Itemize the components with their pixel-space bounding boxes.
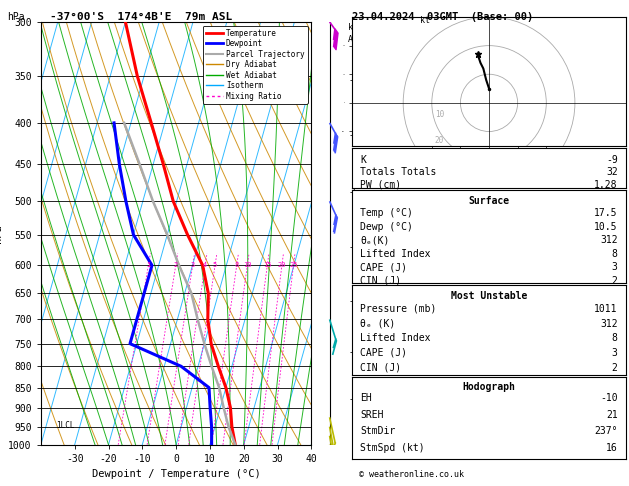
Text: 8: 8 [235, 262, 239, 268]
Text: Dewp (°C): Dewp (°C) [360, 222, 413, 232]
Text: CIN (J): CIN (J) [360, 276, 401, 286]
Text: θₑ (K): θₑ (K) [360, 318, 396, 329]
Text: hPa: hPa [8, 12, 25, 22]
Text: 1LCL: 1LCL [56, 421, 75, 431]
Text: 16: 16 [606, 443, 618, 453]
Text: Pressure (mb): Pressure (mb) [360, 304, 437, 314]
Text: Lifted Index: Lifted Index [360, 333, 431, 343]
Text: -8: -8 [348, 76, 358, 86]
Text: StmSpd (kt): StmSpd (kt) [360, 443, 425, 453]
Text: Temp (°C): Temp (°C) [360, 208, 413, 218]
Text: Totals Totals: Totals Totals [360, 167, 437, 177]
Text: ASL: ASL [348, 35, 363, 44]
Text: 3: 3 [612, 262, 618, 272]
Text: Hodograph: Hodograph [462, 382, 516, 392]
Text: 10.5: 10.5 [594, 222, 618, 232]
Text: 8: 8 [612, 249, 618, 259]
Text: 25: 25 [289, 262, 298, 268]
Text: -37°00'S  174°4B'E  79m ASL: -37°00'S 174°4B'E 79m ASL [50, 12, 233, 22]
Text: 4: 4 [203, 262, 208, 268]
Text: 17.5: 17.5 [594, 208, 618, 218]
Text: km: km [348, 23, 358, 32]
Text: Lifted Index: Lifted Index [360, 249, 431, 259]
Text: 20: 20 [277, 262, 286, 268]
Text: 21: 21 [606, 410, 618, 420]
Text: 1011: 1011 [594, 304, 618, 314]
Y-axis label: hPa: hPa [0, 224, 3, 243]
Text: SREH: SREH [360, 410, 384, 420]
Text: CAPE (J): CAPE (J) [360, 348, 408, 358]
Text: 312: 312 [600, 235, 618, 245]
Text: 3: 3 [612, 348, 618, 358]
Text: -7: -7 [348, 131, 358, 140]
Text: 20: 20 [435, 136, 444, 145]
Text: -5: -5 [348, 243, 358, 252]
Text: 2: 2 [612, 276, 618, 286]
Text: 2: 2 [612, 363, 618, 373]
Text: 5: 5 [213, 262, 217, 268]
Text: 10: 10 [435, 110, 444, 119]
Text: -10: -10 [600, 393, 618, 403]
Text: 32: 32 [606, 167, 618, 177]
Text: 1.28: 1.28 [594, 180, 618, 190]
Text: CIN (J): CIN (J) [360, 363, 401, 373]
Text: © weatheronline.co.uk: © weatheronline.co.uk [359, 469, 464, 479]
Text: K: K [360, 155, 366, 165]
Text: PW (cm): PW (cm) [360, 180, 401, 190]
Text: -6: -6 [348, 188, 358, 197]
X-axis label: Dewpoint / Temperature (°C): Dewpoint / Temperature (°C) [92, 469, 260, 479]
Text: 8: 8 [612, 333, 618, 343]
Text: 312: 312 [600, 318, 618, 329]
Text: θₑ(K): θₑ(K) [360, 235, 390, 245]
Text: Surface: Surface [469, 196, 509, 206]
Text: EH: EH [360, 393, 372, 403]
Text: CAPE (J): CAPE (J) [360, 262, 408, 272]
Text: kt: kt [420, 16, 430, 25]
Text: 1: 1 [147, 262, 150, 268]
Legend: Temperature, Dewpoint, Parcel Trajectory, Dry Adiabat, Wet Adiabat, Isotherm, Mi: Temperature, Dewpoint, Parcel Trajectory… [203, 26, 308, 104]
Text: -2: -2 [348, 395, 358, 404]
Text: 23.04.2024  03GMT  (Base: 00): 23.04.2024 03GMT (Base: 00) [352, 12, 533, 22]
Text: 10: 10 [243, 262, 252, 268]
Text: 2: 2 [174, 262, 178, 268]
Text: -3: -3 [348, 348, 358, 357]
Text: Most Unstable: Most Unstable [451, 291, 527, 301]
Text: 15: 15 [263, 262, 272, 268]
Text: -9: -9 [606, 155, 618, 165]
Text: -4: -4 [348, 297, 358, 306]
Text: 237°: 237° [594, 426, 618, 436]
Text: StmDir: StmDir [360, 426, 396, 436]
Text: 3: 3 [191, 262, 195, 268]
